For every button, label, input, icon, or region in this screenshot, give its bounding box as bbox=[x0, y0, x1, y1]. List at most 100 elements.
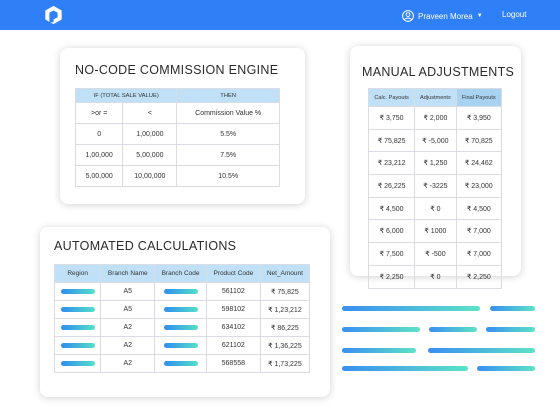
logo-icon[interactable] bbox=[44, 5, 63, 25]
table-cell: 10,00,000 bbox=[122, 165, 178, 187]
placeholder-bar bbox=[60, 288, 95, 294]
table-cell: ₹ 1,23,212 bbox=[259, 300, 311, 319]
commission-engine-title: NO-CODE COMMISSION ENGINE bbox=[75, 63, 279, 77]
automated-calculations-card: AUTOMATED CALCULATIONS Region Branch Nam… bbox=[40, 227, 330, 397]
adjustment-cell[interactable]: ₹ -5,000 bbox=[414, 128, 457, 153]
placeholder-bar bbox=[163, 360, 198, 366]
table-row: A5 598102 ₹ 1,23,212 bbox=[53, 300, 311, 319]
region-cell bbox=[53, 336, 102, 355]
table-cell: A5 bbox=[100, 300, 156, 319]
table-cell: A5 bbox=[100, 282, 156, 301]
region-cell bbox=[53, 318, 102, 337]
logout-link[interactable]: Logout bbox=[502, 10, 527, 19]
table-cell: 568558 bbox=[205, 354, 261, 373]
table-cell: ₹ 2,250 bbox=[455, 264, 503, 289]
table-cell: 5.5% bbox=[176, 123, 280, 145]
table-cell: ₹ 6,000 bbox=[367, 219, 416, 244]
manual-adjustments-title: MANUAL ADJUSTMENTS bbox=[362, 65, 515, 79]
table-cell: ₹ 75,825 bbox=[367, 128, 416, 153]
table-row: 5,00,000 10,00,000 10.5% bbox=[74, 165, 280, 187]
decorative-line bbox=[428, 348, 535, 353]
adjustment-cell[interactable]: ₹ 1,250 bbox=[414, 151, 457, 176]
placeholder-bar bbox=[60, 360, 95, 366]
region-cell bbox=[53, 354, 102, 373]
table-cell: ₹ 7,000 bbox=[455, 219, 503, 244]
branch-code-cell bbox=[154, 318, 207, 337]
table-row: ₹ 7,500 ₹ -500 ₹ 7,000 bbox=[367, 242, 503, 266]
placeholder-bar bbox=[163, 324, 198, 330]
adjustment-cell[interactable]: ₹ 1000 bbox=[414, 219, 457, 244]
table-cell: ₹ 26,225 bbox=[367, 174, 416, 198]
adjustment-cell[interactable]: ₹ 0 bbox=[414, 264, 457, 289]
table-cell: 598102 bbox=[205, 300, 261, 319]
placeholder-bar bbox=[163, 342, 198, 348]
table-row: A5 561102 ₹ 75,825 bbox=[53, 282, 311, 301]
branch-code-cell bbox=[154, 282, 207, 301]
table-cell: ₹ 24,462 bbox=[455, 151, 503, 176]
table-cell: A2 bbox=[100, 336, 156, 355]
decorative-line bbox=[342, 366, 468, 371]
adjustment-cell[interactable]: ₹ -3225 bbox=[414, 174, 457, 198]
table-cell: 621102 bbox=[205, 336, 261, 355]
column-header: Adjustments bbox=[414, 88, 457, 107]
automated-calculations-title: AUTOMATED CALCULATIONS bbox=[54, 239, 237, 253]
table-row: A2 634102 ₹ 86,225 bbox=[53, 318, 311, 337]
table-row: ₹ 23,212 ₹ 1,250 ₹ 24,462 bbox=[367, 151, 503, 176]
decorative-line bbox=[342, 327, 420, 332]
region-cell bbox=[53, 282, 102, 301]
table-row: >or = < Commission Value % bbox=[74, 102, 280, 124]
placeholder-bar bbox=[60, 324, 95, 330]
table-row: A2 568558 ₹ 1,73,225 bbox=[53, 354, 311, 373]
decorative-line bbox=[342, 306, 480, 311]
table-cell: ₹ 23,000 bbox=[455, 174, 503, 198]
branch-code-cell bbox=[154, 336, 207, 355]
chevron-down-icon: ▼ bbox=[476, 13, 483, 19]
table-cell: A2 bbox=[100, 318, 156, 337]
table-row: 0 1,00,000 5.5% bbox=[74, 123, 280, 145]
table-cell: ₹ 23,212 bbox=[367, 151, 416, 176]
table-cell: ₹ 86,225 bbox=[259, 318, 311, 337]
decorative-line bbox=[477, 366, 535, 371]
table-cell: ₹ 4,500 bbox=[367, 196, 416, 221]
table-cell: 5,00,000 bbox=[74, 165, 124, 187]
placeholder-bar bbox=[60, 306, 95, 312]
column-header: Region bbox=[53, 264, 102, 283]
table-row: ₹ 75,825 ₹ -5,000 ₹ 70,825 bbox=[367, 128, 503, 153]
column-header: Calc. Payouts bbox=[367, 88, 416, 107]
table-row: ₹ 3,750 ₹ 2,000 ₹ 3,950 bbox=[367, 106, 503, 130]
decorative-line bbox=[490, 306, 535, 311]
table-cell: ₹ 70,825 bbox=[455, 128, 503, 153]
table-cell: 634102 bbox=[205, 318, 261, 337]
table-cell: 561102 bbox=[205, 282, 261, 301]
adjustment-cell[interactable]: ₹ -500 bbox=[414, 242, 457, 266]
table-cell: ₹ 1,73,225 bbox=[259, 354, 311, 373]
table-cell: 5,00,000 bbox=[122, 144, 178, 166]
decorative-line bbox=[486, 327, 535, 332]
table-cell: 7.5% bbox=[176, 144, 280, 166]
top-bar: Praveen Morea ▼ Logout bbox=[0, 0, 560, 30]
table-cell: >or = bbox=[74, 102, 124, 124]
table-cell: < bbox=[122, 102, 178, 124]
table-row: A2 621102 ₹ 1,36,225 bbox=[53, 336, 311, 355]
adjustment-cell[interactable]: ₹ 0 bbox=[414, 196, 457, 221]
column-header: Final Payouts bbox=[455, 88, 503, 107]
user-menu[interactable]: Praveen Morea ▼ bbox=[402, 8, 483, 24]
column-header: Net_Amount bbox=[259, 264, 311, 283]
adjustment-cell[interactable]: ₹ 2,000 bbox=[414, 106, 457, 130]
table-row: ₹ 26,225 ₹ -3225 ₹ 23,000 bbox=[367, 174, 503, 198]
table-cell: A2 bbox=[100, 354, 156, 373]
table-cell: 10.5% bbox=[176, 165, 280, 187]
decorative-line bbox=[342, 348, 416, 353]
column-header: Branch Code bbox=[154, 264, 207, 283]
commission-engine-card: NO-CODE COMMISSION ENGINE IF (TOTAL SALE… bbox=[60, 48, 305, 204]
user-icon bbox=[402, 10, 414, 22]
table-cell: 0 bbox=[74, 123, 124, 145]
table-cell: ₹ 2,250 bbox=[367, 264, 416, 289]
table-cell: Commission Value % bbox=[176, 102, 280, 124]
commission-table: IF (TOTAL SALE VALUE) THEN >or = < Commi… bbox=[74, 88, 280, 187]
table-cell: ₹ 3,950 bbox=[455, 106, 503, 130]
placeholder-bar bbox=[60, 342, 95, 348]
branch-code-cell bbox=[154, 354, 207, 373]
table-cell: 1,00,000 bbox=[122, 123, 178, 145]
column-header: IF (TOTAL SALE VALUE) bbox=[74, 88, 178, 103]
